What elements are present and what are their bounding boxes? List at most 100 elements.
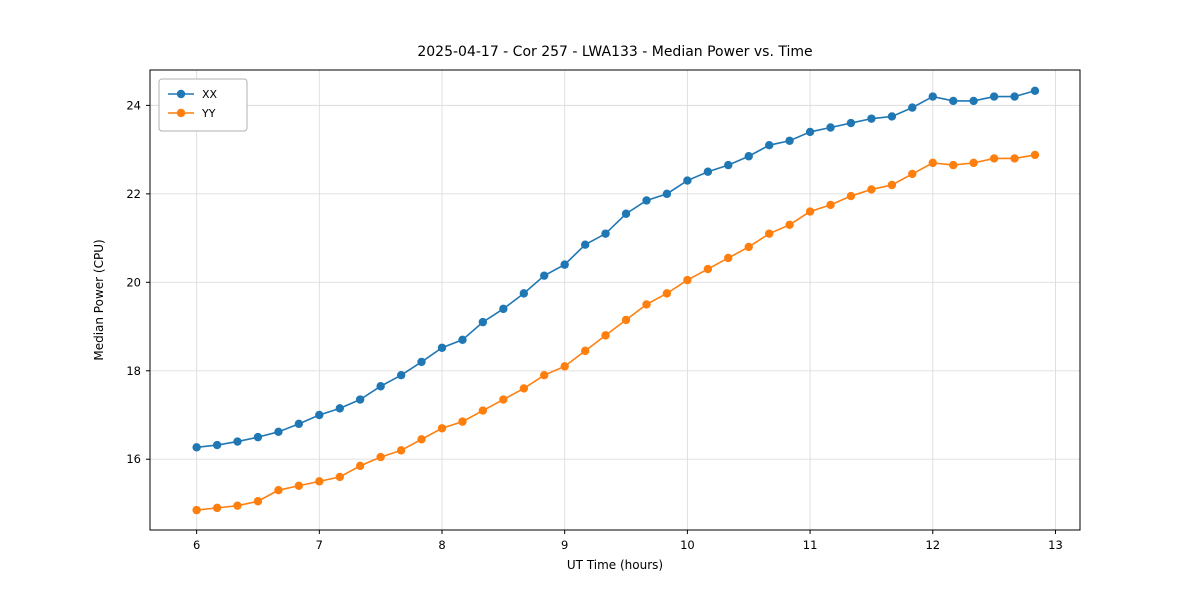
data-point-marker	[744, 152, 753, 161]
legend-item: YY	[168, 107, 216, 120]
data-point-marker	[315, 410, 324, 420]
y-axis-ticks: 16 18 20 22 24	[126, 98, 150, 466]
data-point-marker	[274, 427, 283, 437]
y-tick-label: 20	[126, 275, 141, 289]
data-point-marker	[846, 191, 856, 201]
data-point-marker	[437, 424, 447, 433]
data-point-marker	[355, 395, 365, 404]
data-point-marker	[703, 264, 713, 274]
legend: XX YY	[158, 78, 248, 132]
data-point-marker	[192, 443, 201, 452]
data-point-marker	[499, 395, 508, 404]
data-point-marker	[662, 189, 672, 199]
data-point-marker	[192, 505, 201, 515]
data-point-marker	[212, 440, 222, 450]
data-point-marker	[519, 289, 529, 298]
data-point-marker	[1030, 86, 1040, 95]
data-point-marker	[887, 112, 897, 121]
x-tick-label: 11	[803, 538, 818, 552]
data-point-marker	[478, 317, 488, 327]
x-tick-label: 12	[925, 538, 940, 552]
data-point-marker	[540, 370, 549, 380]
data-point-marker	[662, 289, 672, 298]
chart-title: 2025-04-17 - Cor 257 - LWA133 - Median P…	[417, 44, 813, 60]
data-point-marker	[437, 343, 447, 352]
x-tick-label: 6	[193, 538, 200, 552]
data-point-marker	[928, 92, 937, 101]
x-tick-label: 13	[1048, 538, 1063, 552]
data-point-marker	[212, 503, 222, 513]
data-point-marker	[478, 406, 488, 415]
data-point-marker	[233, 501, 242, 510]
data-point-marker	[765, 140, 774, 150]
data-point-marker	[540, 271, 549, 280]
x-tick-label: 10	[680, 538, 695, 552]
data-point-marker	[724, 253, 733, 263]
legend-item: XX	[168, 88, 218, 101]
data-point-marker	[703, 167, 713, 176]
data-point-marker	[274, 485, 283, 495]
data-point-marker	[396, 446, 406, 455]
data-point-marker	[621, 315, 631, 325]
y-tick-label: 24	[126, 98, 141, 112]
plot-border	[149, 69, 1081, 531]
data-point-marker	[376, 452, 385, 462]
data-point-marker	[355, 461, 365, 471]
data-point-marker	[601, 331, 610, 340]
x-axis-ticks: 6 7 8 9 10 11 12 13	[193, 530, 1063, 552]
legend-label: XX	[202, 88, 218, 101]
legend-marker	[176, 89, 186, 99]
data-point-marker	[908, 103, 917, 112]
data-point-marker	[580, 240, 590, 249]
data-point-marker	[417, 357, 426, 367]
series-line	[196, 90, 1036, 449]
x-tick-label: 7	[316, 538, 323, 552]
data-point-marker	[683, 176, 692, 185]
data-point-marker	[315, 477, 324, 486]
series-line	[196, 154, 1036, 511]
data-point-marker	[335, 404, 345, 413]
data-point-marker	[253, 432, 263, 442]
x-tick-label: 8	[438, 538, 445, 552]
data-point-marker	[396, 370, 406, 380]
data-point-marker	[989, 154, 999, 163]
data-point-marker	[949, 160, 958, 170]
data-point-marker	[580, 346, 590, 356]
x-tick-label: 9	[561, 538, 568, 552]
data-point-marker	[233, 437, 242, 446]
data-point-marker	[458, 335, 467, 345]
data-point-marker	[765, 229, 774, 238]
data-point-marker	[642, 196, 651, 205]
data-point-marker	[805, 127, 815, 137]
series-xx	[192, 86, 1040, 452]
legend-label: YY	[201, 107, 216, 120]
data-point-marker	[683, 275, 692, 285]
data-point-marker	[294, 419, 304, 429]
data-point-marker	[294, 481, 304, 490]
data-point-marker	[785, 136, 794, 145]
data-point-marker	[621, 209, 631, 218]
data-point-marker	[928, 158, 937, 168]
legend-box	[158, 78, 248, 132]
data-point-marker	[601, 229, 610, 238]
data-point-marker	[1030, 150, 1040, 160]
series-yy	[192, 150, 1040, 515]
y-axis-label: Median Power (CPU)	[92, 239, 106, 361]
data-point-marker	[949, 96, 958, 106]
y-tick-label: 22	[126, 187, 141, 201]
data-point-marker	[989, 92, 999, 101]
data-point-marker	[867, 185, 876, 194]
y-tick-label: 16	[126, 452, 141, 466]
data-point-marker	[499, 304, 508, 314]
data-point-marker	[805, 207, 815, 216]
data-point-marker	[969, 96, 978, 106]
data-point-marker	[458, 417, 467, 426]
data-point-marker	[744, 242, 753, 252]
data-point-marker	[826, 200, 835, 210]
data-point-marker	[560, 362, 569, 371]
data-point-marker	[969, 158, 978, 168]
data-point-marker	[724, 160, 733, 170]
data-point-marker	[642, 300, 651, 309]
data-point-marker	[335, 472, 345, 482]
